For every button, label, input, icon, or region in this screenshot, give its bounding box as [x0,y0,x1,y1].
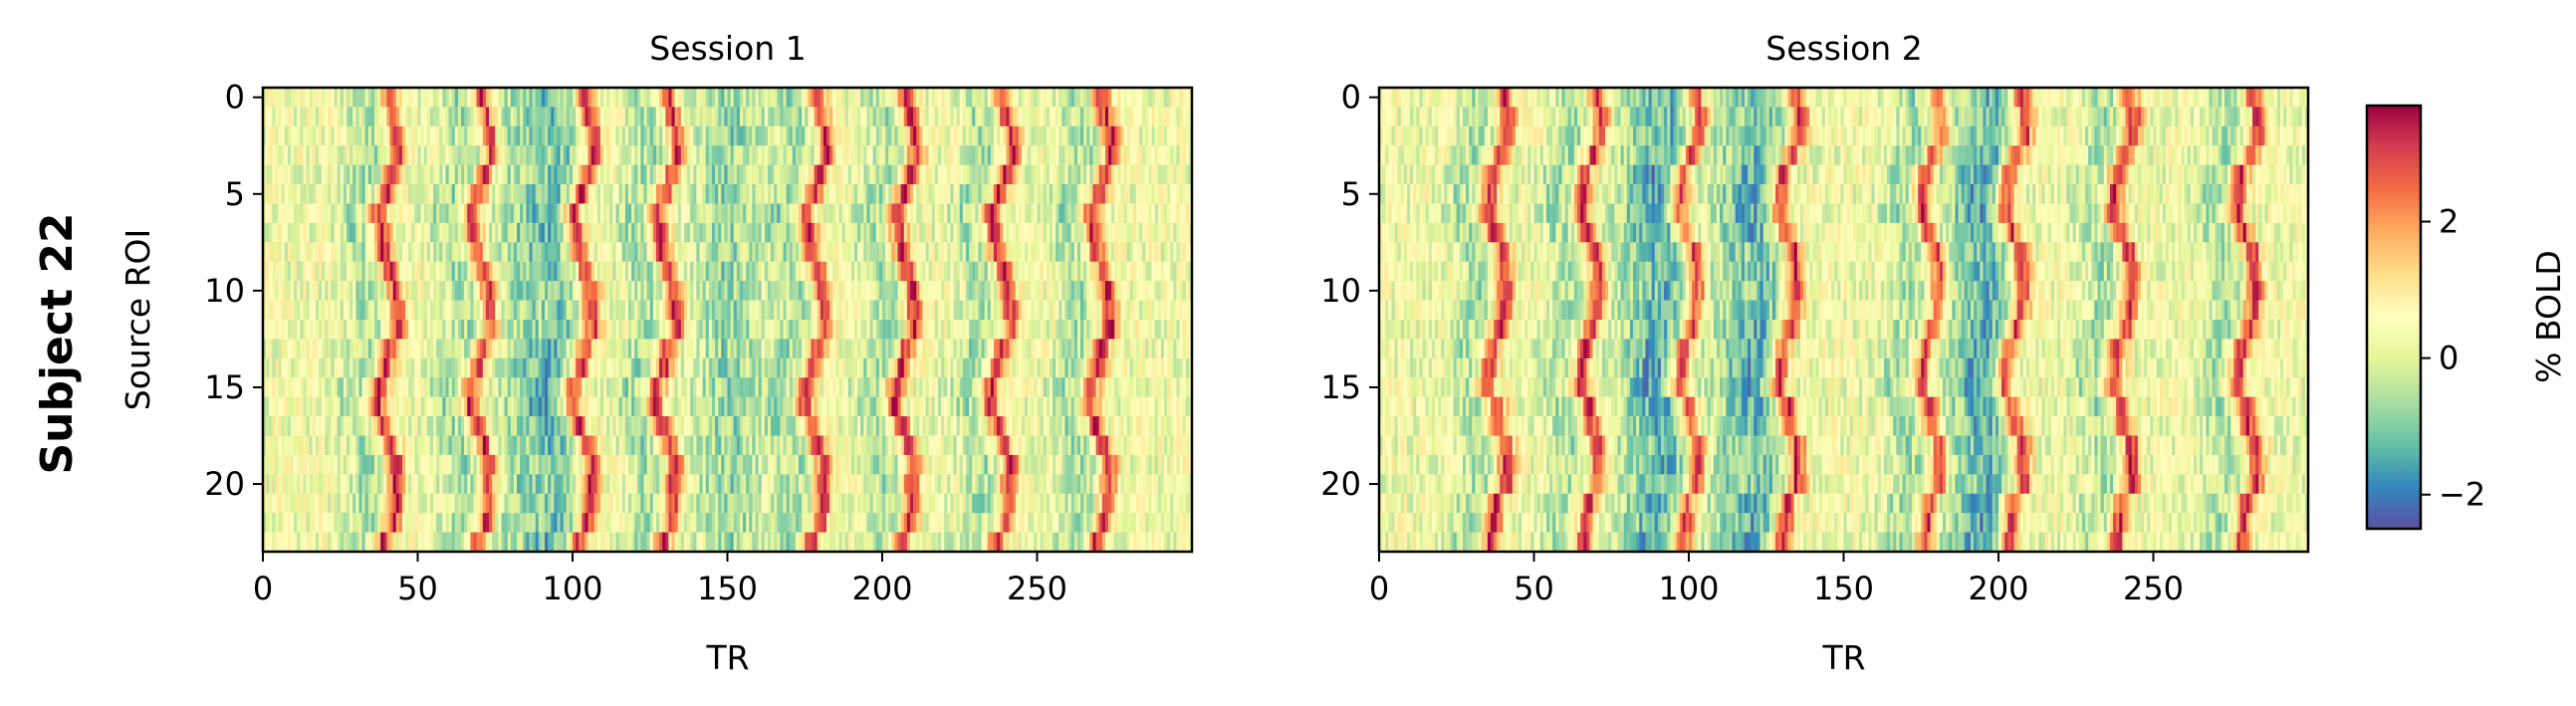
heatmap-cells-session-1 [263,88,1193,553]
subject-label: Subject 22 [32,212,83,474]
panel-title-session-1: Session 1 [649,29,806,68]
